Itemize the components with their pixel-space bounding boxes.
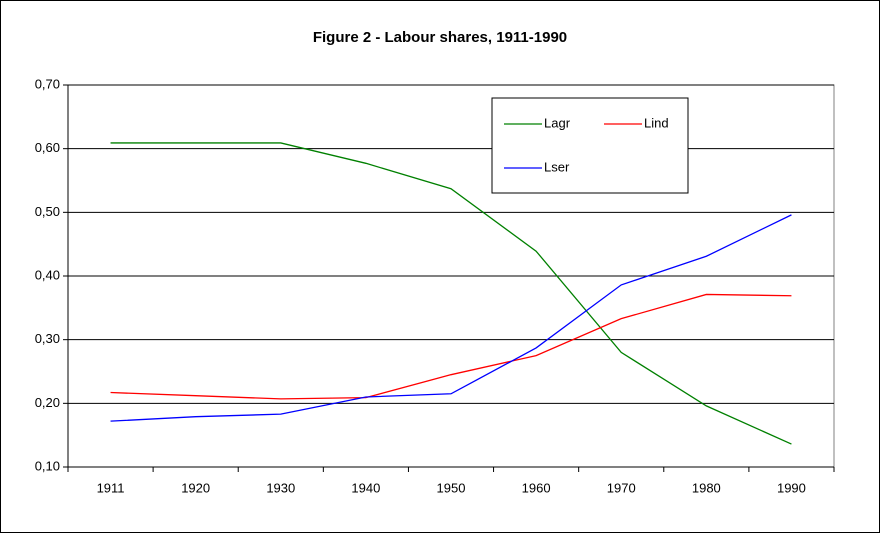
y-tick-label: 0,40 [35, 267, 60, 282]
x-tick-label: 1911 [97, 480, 125, 495]
line-series [110, 293, 792, 400]
line-series [110, 142, 792, 445]
legend-box [491, 97, 689, 194]
x-tick-label: 1950 [437, 480, 466, 495]
x-tick-label: 1990 [777, 480, 806, 495]
line-series [110, 214, 792, 422]
x-tick-label: 1940 [351, 480, 380, 495]
legend-label: Lagr [544, 115, 571, 130]
y-tick-label: 0,50 [35, 204, 60, 219]
y-tick-label: 0,70 [35, 76, 60, 91]
chart-title: Figure 2 - Labour shares, 1911-1990 [313, 29, 567, 46]
legend-label: Lind [644, 115, 669, 130]
x-tick-label: 1980 [692, 480, 721, 495]
y-tick-label: 0,60 [35, 140, 60, 155]
x-tick-label: 1930 [266, 480, 295, 495]
legend-label: Lser [544, 159, 570, 174]
x-tick-label: 1970 [607, 480, 636, 495]
x-tick-label: 1960 [522, 480, 551, 495]
x-tick-label: 1920 [181, 480, 210, 495]
y-tick-label: 0,10 [35, 458, 60, 473]
y-tick-label: 0,30 [35, 331, 60, 346]
y-tick-label: 0,20 [35, 395, 60, 410]
